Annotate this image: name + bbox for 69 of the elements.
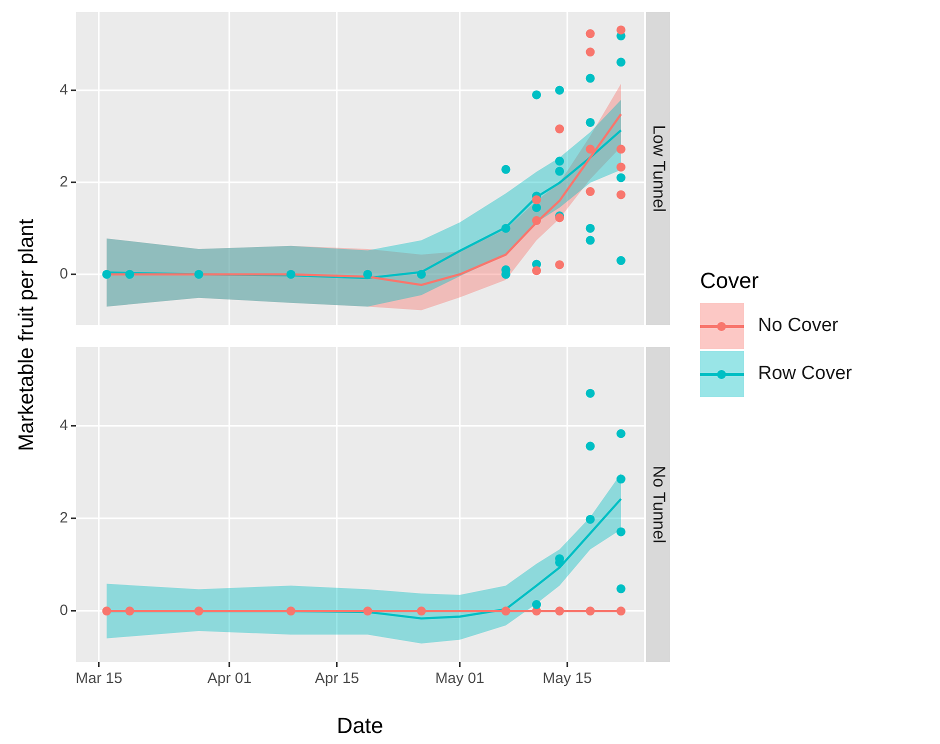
- point: [616, 527, 626, 536]
- point: [102, 606, 112, 616]
- point: [194, 606, 204, 616]
- point: [586, 606, 595, 616]
- point: [125, 270, 134, 279]
- point: [416, 270, 426, 279]
- point: [616, 474, 626, 484]
- point: [586, 224, 595, 233]
- y-tick-label: 4: [60, 416, 68, 434]
- point: [586, 118, 595, 127]
- point: [586, 514, 595, 524]
- point: [532, 600, 542, 610]
- point: [501, 224, 510, 233]
- point: [616, 58, 626, 67]
- x-tick-label: May 01: [435, 670, 484, 688]
- point: [102, 270, 112, 279]
- y-tick-label: 0: [60, 266, 68, 283]
- point: [416, 606, 426, 616]
- point: [363, 606, 372, 616]
- point: [286, 606, 296, 616]
- legend-label: Row Cover: [758, 363, 852, 385]
- point: [555, 156, 564, 166]
- point: [532, 90, 542, 100]
- point: [501, 164, 510, 174]
- point: [616, 144, 626, 154]
- point: [616, 25, 626, 34]
- point: [586, 442, 595, 451]
- point: [586, 236, 595, 245]
- x-tick-label: May 15: [542, 670, 592, 688]
- y-axis-title: Marketable fruit per plant: [15, 218, 39, 452]
- x-axis-title: Date: [336, 712, 384, 738]
- legend-label: No Cover: [758, 315, 838, 337]
- point: [555, 606, 564, 616]
- text: Low Tunnel: [649, 125, 668, 212]
- point: [555, 124, 564, 134]
- point: [586, 29, 595, 38]
- point: [194, 270, 204, 279]
- point: [616, 429, 626, 438]
- point: [532, 195, 542, 204]
- point: [532, 216, 542, 226]
- point: [616, 606, 626, 616]
- point: [586, 74, 595, 83]
- y-tick-label: 4: [60, 81, 68, 98]
- x-tick-label: Mar 15: [76, 670, 122, 688]
- point: [501, 606, 510, 616]
- point: [125, 606, 134, 616]
- y-tick-label: 2: [60, 510, 68, 527]
- y-tick-label: 0: [60, 602, 68, 620]
- point: [555, 260, 564, 270]
- point: [363, 270, 372, 279]
- point: [555, 86, 564, 95]
- point: [616, 256, 626, 266]
- x-tick-label: Apr 01: [207, 670, 252, 688]
- point: [586, 48, 595, 57]
- point: [616, 584, 626, 594]
- point: [286, 270, 296, 279]
- point: [616, 173, 626, 182]
- point: [586, 388, 595, 398]
- point: [555, 166, 564, 176]
- point: [616, 190, 626, 200]
- point: [616, 162, 626, 172]
- legend-title: Cover: [700, 268, 760, 294]
- point: [586, 144, 595, 154]
- point: [532, 266, 542, 276]
- y-tick-label: 2: [60, 173, 68, 190]
- point: [586, 187, 595, 196]
- text: No Tunnel: [649, 466, 668, 544]
- point: [532, 203, 542, 212]
- x-tick-label: Apr 15: [314, 670, 360, 688]
